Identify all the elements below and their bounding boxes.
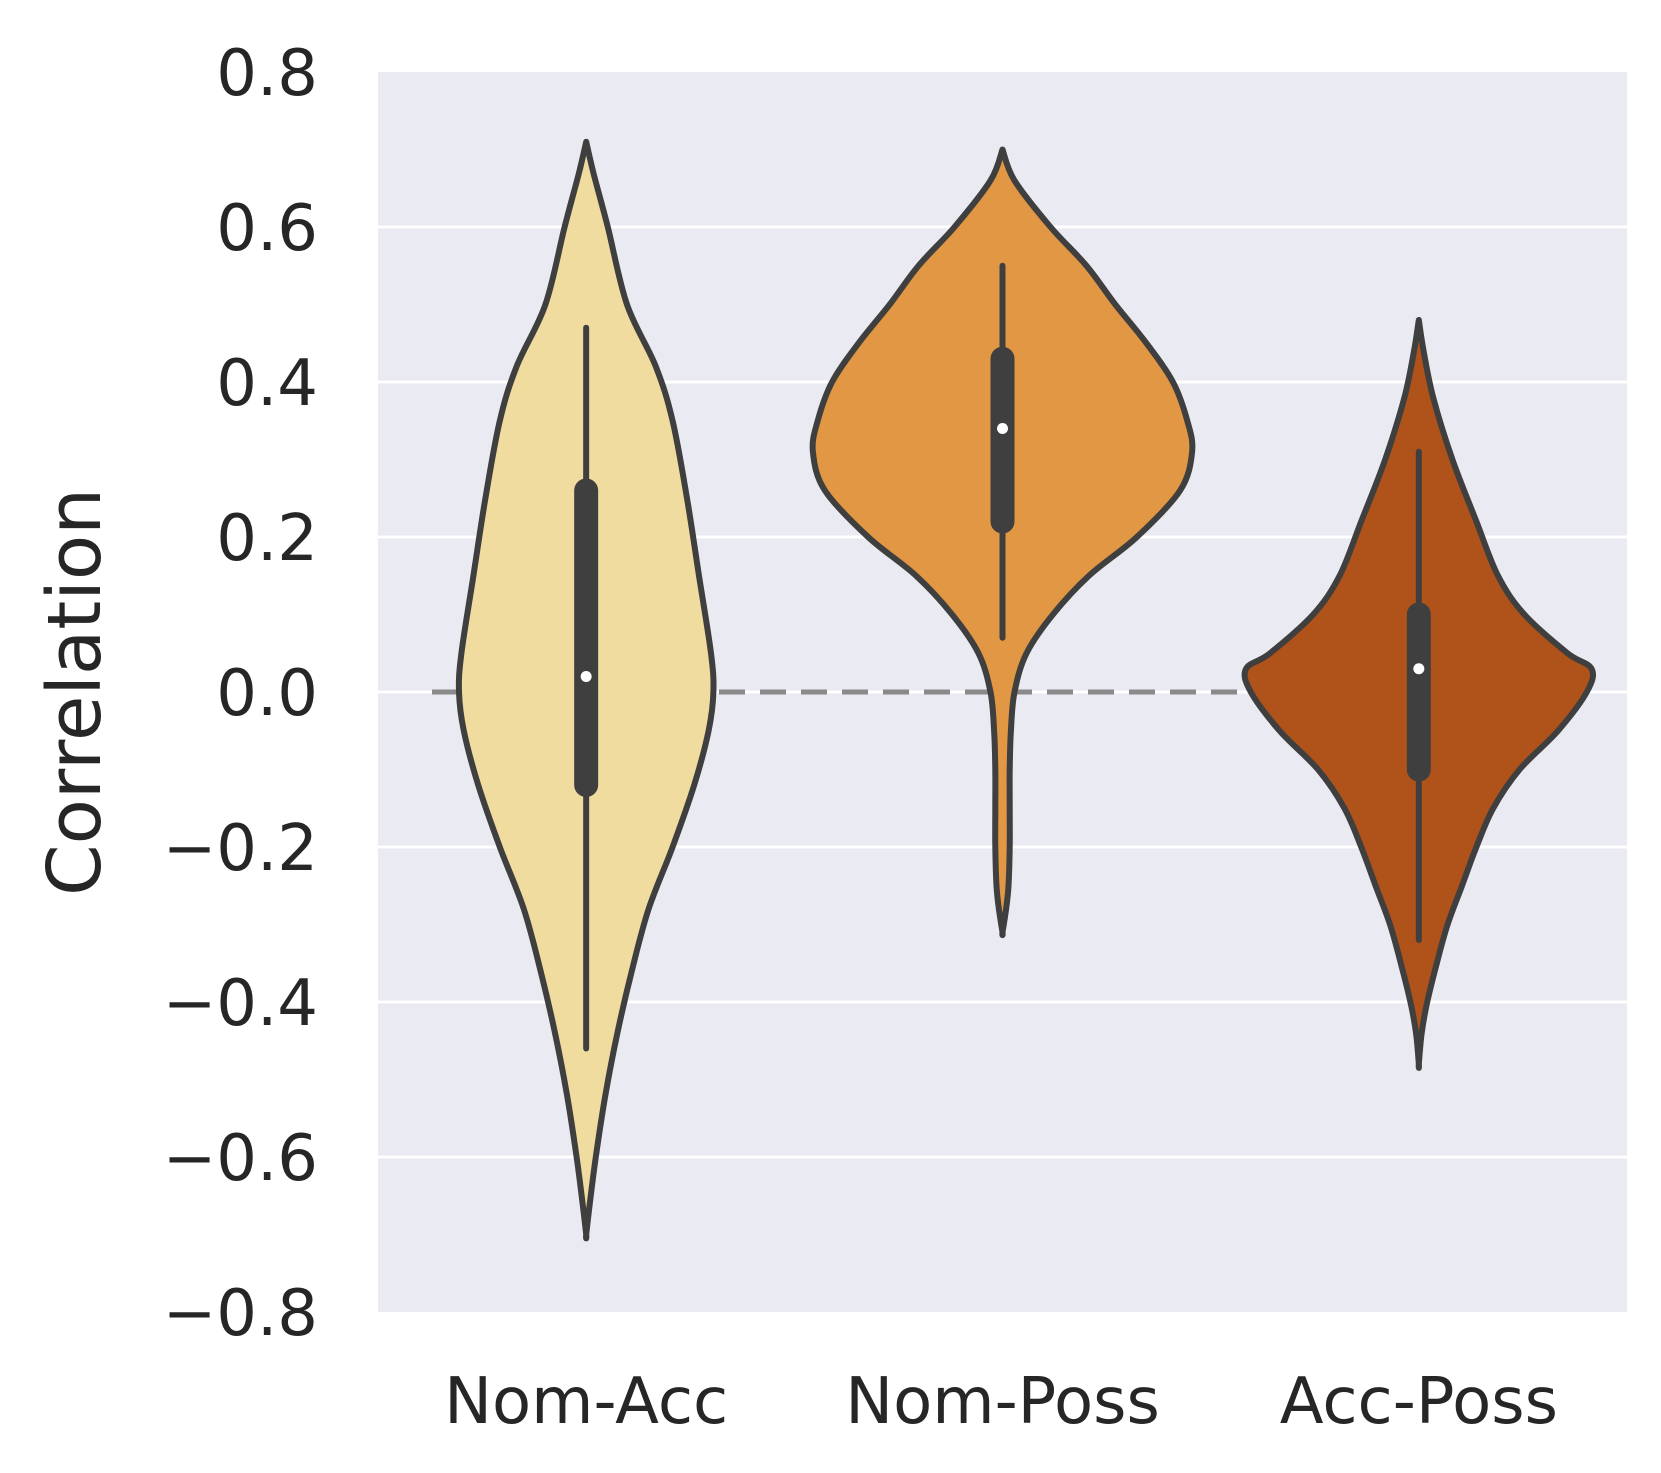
y-tick-label: 0.6 [216,192,318,266]
y-tick-label: 0.0 [216,657,318,731]
y-tick-label: −0.8 [163,1277,318,1351]
y-tick-label: −0.6 [163,1122,318,1196]
violin-median-dot [1413,663,1425,675]
x-tick-labels: Nom-Acc Nom-Poss Acc-Poss [444,1365,1558,1439]
y-tick-label: 0.4 [216,347,318,421]
y-tick-label: 0.8 [216,37,318,111]
x-tick-label: Nom-Poss [845,1365,1160,1439]
violin-median-dot [997,423,1008,434]
y-axis-label: Correlation [32,488,118,896]
y-tick-labels: 0.8 0.6 0.4 0.2 0.0 −0.2 −0.4 −0.6 −0.8 [163,37,318,1351]
y-tick-label: 0.2 [216,502,318,576]
violin-median-dot [580,671,592,682]
x-tick-label: Acc-Poss [1280,1365,1558,1439]
y-tick-label: −0.2 [163,812,318,886]
x-tick-label: Nom-Acc [444,1365,728,1439]
violins [455,138,1596,1242]
y-tick-label: −0.4 [163,967,318,1041]
